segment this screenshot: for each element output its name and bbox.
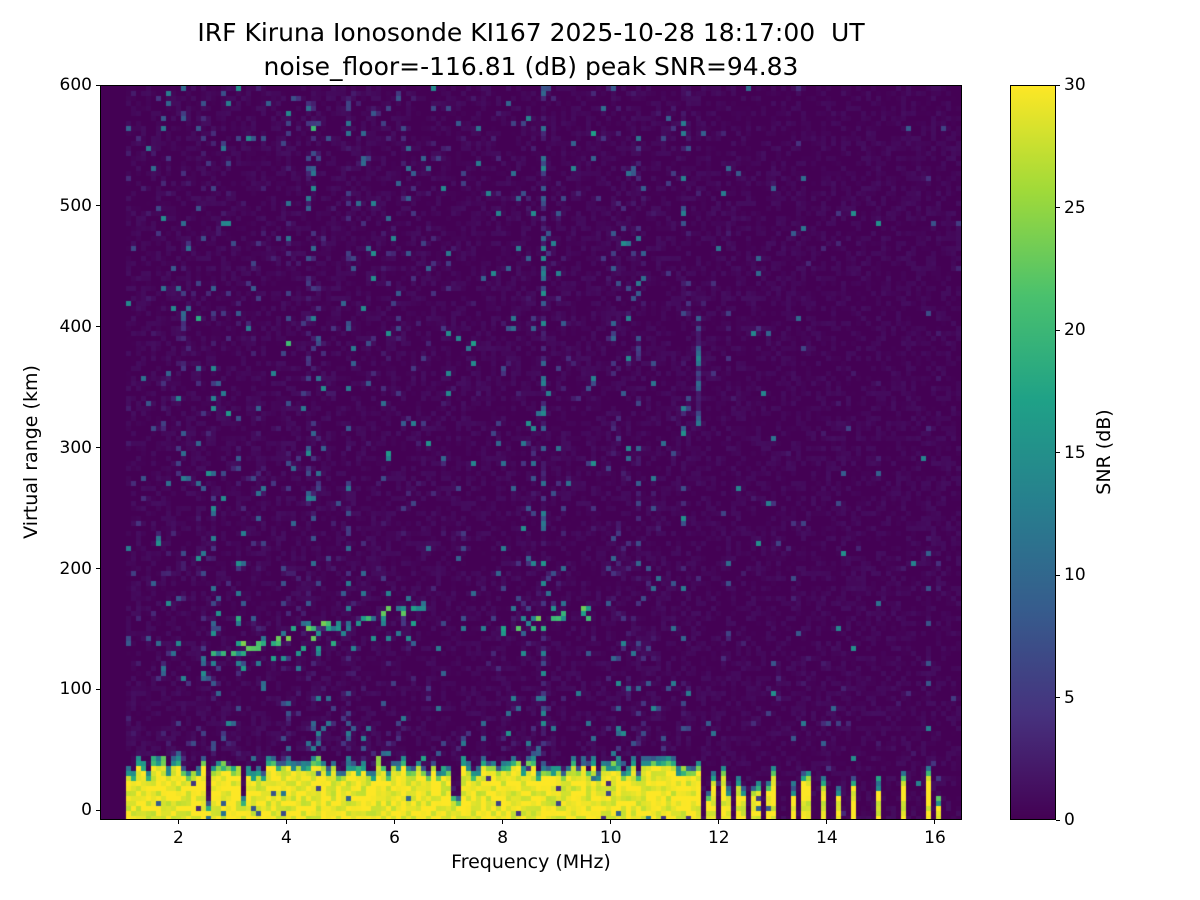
y-tick-label: 600 [59,75,92,95]
colorbar-tick-label: 15 [1064,442,1086,463]
x-tick-label: 6 [389,828,400,848]
y-tick-label: 400 [59,316,92,337]
y-tick [96,84,100,86]
colorbar-tick [1056,574,1060,576]
x-axis-label: Frequency (MHz) [451,851,611,873]
x-tick [934,820,936,824]
colorbar-tick-label: 20 [1064,320,1086,340]
x-tick [394,820,396,824]
y-tick-label: 200 [59,558,92,579]
x-tick-label: 16 [924,828,946,848]
colorbar-tick [1056,452,1060,453]
y-tick [96,688,100,690]
y-tick [96,568,100,570]
x-tick-label: 8 [497,828,509,848]
x-tick-label: 14 [816,828,838,848]
colorbar-tick [1056,819,1060,821]
y-axis-label: Virtual range (km) [20,365,42,539]
colorbar-tick-label: 10 [1064,565,1086,585]
chart-title-line2: noise_floor=-116.81 (dB) peak SNR=94.83 [263,52,799,81]
y-tick [96,809,100,811]
chart-title: IRF Kiruna Ionosonde KI167 2025-10-28 18… [100,16,962,84]
colorbar-tick-label: 25 [1064,197,1086,218]
x-tick [285,820,287,824]
colorbar-tick [1056,207,1060,208]
y-tick-label: 300 [59,437,92,458]
chart-title-line1: IRF Kiruna Ionosonde KI167 2025-10-28 18… [197,18,865,47]
colorbar-tick [1056,697,1060,698]
colorbar-tick [1056,329,1060,331]
y-tick [96,326,100,328]
plot-area [100,85,962,820]
colorbar-tick-label: 0 [1064,810,1075,830]
colorbar-tick-label: 5 [1064,687,1075,708]
x-tick [826,820,828,824]
y-tick [96,447,100,449]
x-tick [718,820,720,824]
x-tick [610,820,612,824]
x-tick-label: 10 [599,828,622,848]
x-tick-label: 12 [707,828,730,848]
y-tick [96,205,100,207]
colorbar [1010,85,1056,820]
x-tick [502,820,504,824]
y-tick-label: 0 [81,800,92,821]
x-tick-label: 2 [172,828,184,848]
colorbar-tick [1056,84,1060,86]
y-tick-label: 100 [59,679,92,700]
colorbar-tick-label: 30 [1064,75,1086,95]
y-tick-label: 500 [59,195,92,216]
x-tick-label: 4 [281,828,292,848]
ionogram-heatmap [101,86,961,819]
x-tick [177,820,179,824]
